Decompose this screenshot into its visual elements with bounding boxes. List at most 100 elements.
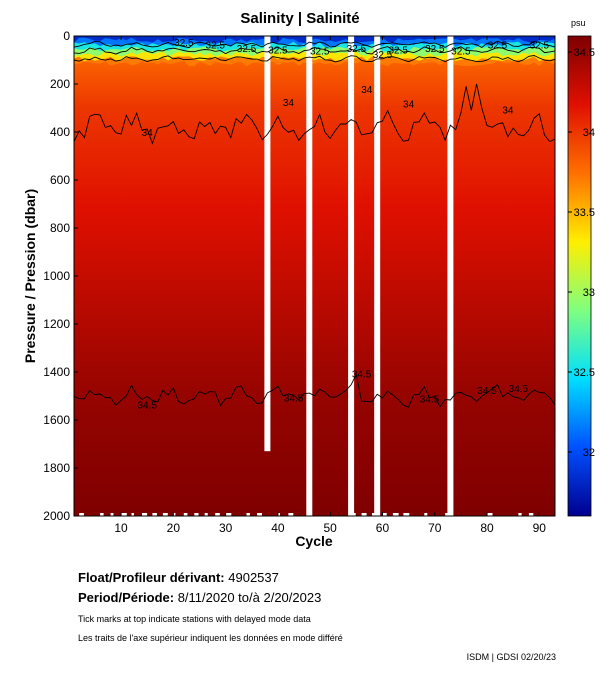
contour-label: 34 xyxy=(361,85,373,96)
y-tick-label: 1200 xyxy=(43,317,70,331)
contour-labels: 32.5 32.5 32.5 32.5 32.5 32.5 32.5 32.5 32.5 32.5… xyxy=(137,38,549,411)
colorbar-tick-label: 34 xyxy=(583,127,595,139)
credit-line: ISDM | GDSI 02/20/23 xyxy=(466,652,556,662)
period-line: Period/Période: 8/11/2020 to/à 2/20/2023 xyxy=(78,590,321,605)
contour-label: 32.5 xyxy=(347,44,367,55)
bottom-gap xyxy=(183,513,188,516)
y-tick-label: 1400 xyxy=(43,365,70,379)
contour-lines xyxy=(73,40,556,408)
bottom-gap xyxy=(528,513,534,516)
bottom-gap xyxy=(121,513,127,516)
bottom-gap xyxy=(194,513,199,516)
contour-label: 32.5 xyxy=(530,41,550,52)
contour-label: 34.5 xyxy=(420,395,440,406)
x-axis-label: Cycle xyxy=(295,533,333,549)
gap-bar xyxy=(348,36,355,516)
y-tick-label: 1000 xyxy=(43,269,70,283)
bottom-gap xyxy=(392,513,399,516)
gap-bar xyxy=(306,36,313,516)
x-tick-label: 50 xyxy=(324,521,338,535)
contour-line-32-5-a xyxy=(73,40,556,49)
contour-label: 34.5 xyxy=(284,393,304,404)
plot-background xyxy=(74,36,555,516)
contour-label: 34 xyxy=(502,105,514,116)
bottom-gap xyxy=(487,513,493,516)
y-tick-label: 400 xyxy=(50,125,70,139)
colorbar-tick-label: 34.5 xyxy=(574,47,595,59)
x-tick-label: 40 xyxy=(271,521,285,535)
contour-label: 32.5 xyxy=(310,47,330,58)
bottom-gap xyxy=(152,513,157,516)
colorbar-tick-label: 33 xyxy=(583,287,595,299)
bottom-gap xyxy=(79,513,84,516)
missing-data-gaps xyxy=(79,36,534,516)
contour-label: 32.5 xyxy=(174,38,194,49)
x-tick-label: 30 xyxy=(219,521,233,535)
chart-title: Salinity | Salinité xyxy=(240,10,359,27)
contour-line-32-5-b xyxy=(73,46,556,55)
contour-label: 32.5 xyxy=(268,45,288,56)
bottom-gap xyxy=(518,513,522,516)
x-tick-label: 20 xyxy=(167,521,181,535)
x-tick-label: 80 xyxy=(480,521,494,535)
bottom-gap xyxy=(100,513,104,516)
contour-label: 34.5 xyxy=(509,384,529,395)
contour-label: 34.5 xyxy=(352,369,372,380)
bottom-gap xyxy=(288,513,294,516)
contour-label: 34.5 xyxy=(477,386,497,397)
y-tick-label: 1600 xyxy=(43,413,70,427)
contour-line-34 xyxy=(73,83,556,145)
bottom-gap xyxy=(277,513,280,516)
bottom-gap xyxy=(257,513,262,516)
contour-line-34-5 xyxy=(73,373,556,408)
gap-bar xyxy=(374,36,381,516)
y-tick-label: 1800 xyxy=(43,461,70,475)
float-id-line: Float/Profileur dérivant: 4902537 xyxy=(78,570,279,585)
bottom-gap xyxy=(204,513,208,516)
x-tick-label: 10 xyxy=(114,521,128,535)
x-axis-ticks: 10 20 30 40 50 60 70 80 90 xyxy=(114,36,546,535)
note-french: Les traits de l'axe supérieur indiquent … xyxy=(78,633,343,643)
bottom-gap xyxy=(351,513,356,516)
y-tick-label: 0 xyxy=(63,29,70,43)
bottom-gap xyxy=(131,513,134,516)
contour-label: 32.5 xyxy=(205,41,225,52)
contour-label: 32.5 xyxy=(237,44,257,55)
colorbar-ticks: 32 32.5 33 33.5 34 34.5 xyxy=(568,47,595,459)
contour-label: 32.5 xyxy=(488,41,508,52)
bottom-gap xyxy=(246,513,250,516)
y-tick-label: 800 xyxy=(50,221,70,235)
colorbar-unit: psu xyxy=(571,18,586,28)
contour-label: 34 xyxy=(403,99,415,110)
contour-label: 34 xyxy=(283,98,295,109)
note-english: Tick marks at top indicate stations with… xyxy=(78,614,311,624)
colorbar-tick-label: 32.5 xyxy=(574,367,595,379)
float-label: Float/Profileur dérivant: xyxy=(78,570,225,585)
colorbar-tick-label: 32 xyxy=(583,447,595,459)
bottom-gap xyxy=(142,513,148,516)
x-tick-label: 60 xyxy=(376,521,390,535)
period-label: Period/Période: xyxy=(78,590,175,605)
bottom-gap xyxy=(162,513,168,516)
colorbar-tick-label: 33.5 xyxy=(574,207,595,219)
bottom-gap xyxy=(445,513,451,516)
contour-label: 32.5 xyxy=(451,47,471,58)
y-tick-label: 200 xyxy=(50,77,70,91)
contour-label: 32.5 xyxy=(388,45,408,56)
y-axis-ticks: 0 200 400 600 800 1000 1200 1400 1600 1800 2000 xyxy=(43,29,78,523)
colorbar xyxy=(567,35,592,517)
bottom-gap xyxy=(110,513,114,516)
bottom-gap xyxy=(403,513,410,516)
x-tick-label: 90 xyxy=(533,521,547,535)
y-axis-label: Pressure / Pression (dbar) xyxy=(22,189,38,363)
bottom-gap xyxy=(173,513,176,516)
contour-label: 34 xyxy=(142,128,154,139)
contour-label: 32.5 xyxy=(425,44,445,55)
period-value: 8/11/2020 to/à 2/20/2023 xyxy=(177,590,322,605)
gap-bar xyxy=(447,36,454,516)
contour-line-33 xyxy=(73,55,556,63)
bottom-gap xyxy=(225,513,232,516)
bottom-gap xyxy=(309,513,312,516)
bottom-gap xyxy=(215,513,220,516)
